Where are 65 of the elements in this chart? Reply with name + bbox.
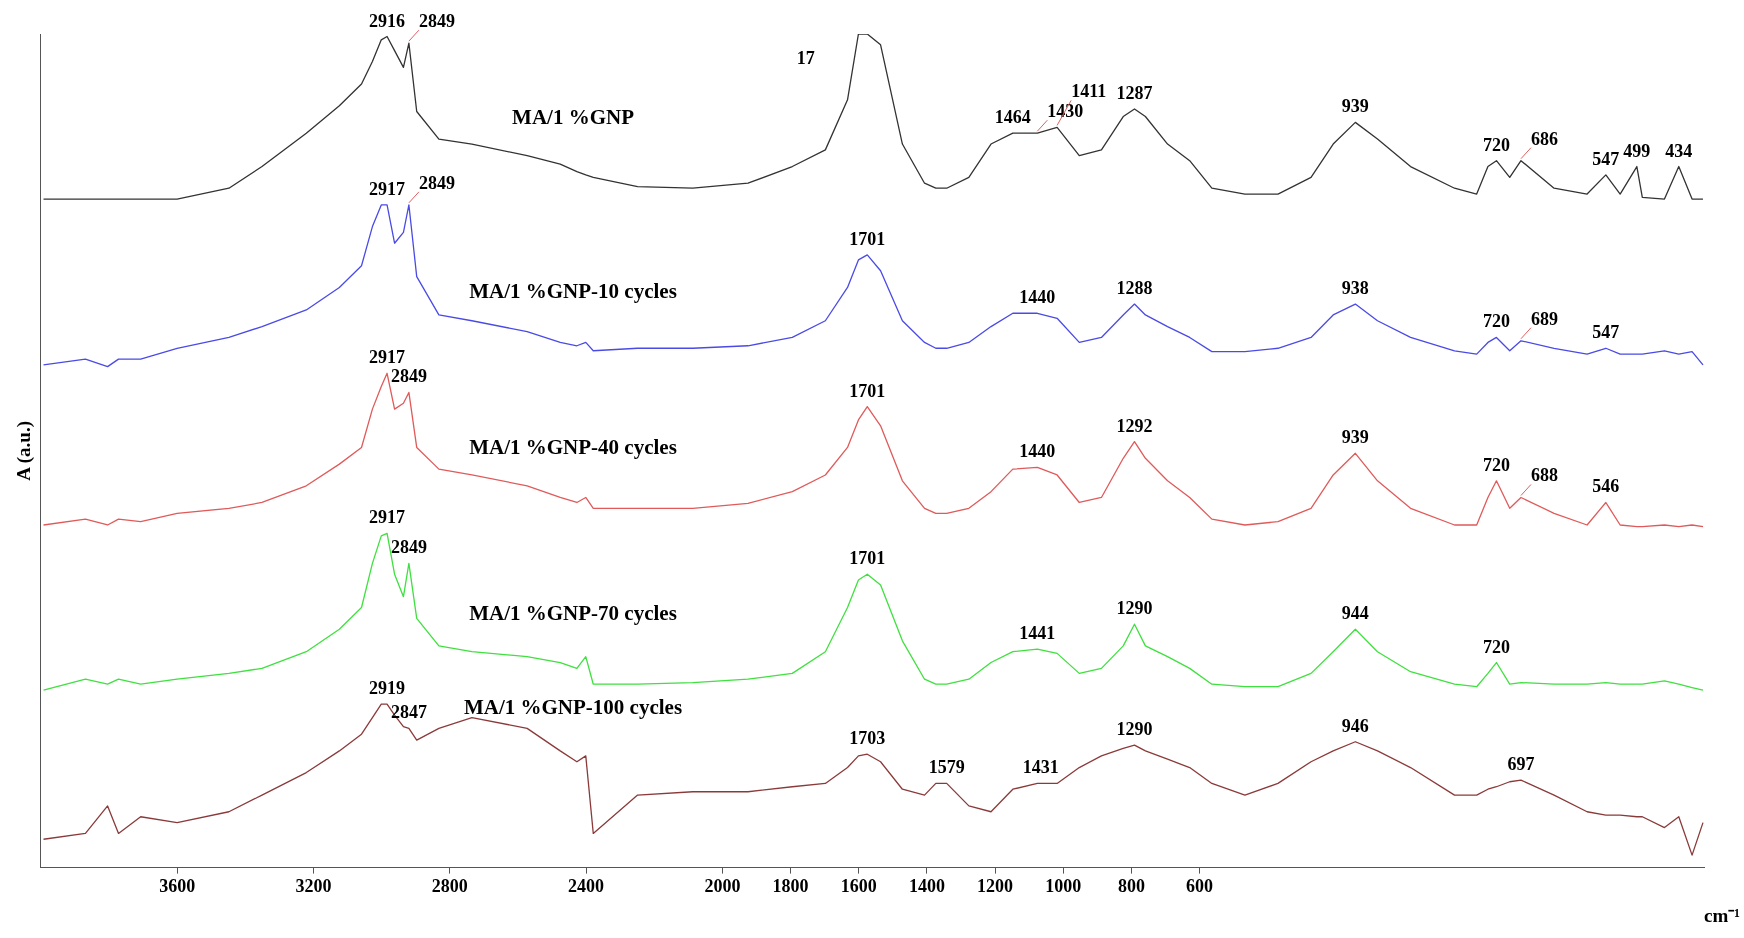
annotation: 1431 <box>1022 757 1059 778</box>
annotation: 1440 <box>1019 441 1056 462</box>
annotation: 1288 <box>1116 278 1153 299</box>
annotation: 686 <box>1530 128 1558 149</box>
x-tick-label: 2000 <box>704 876 741 897</box>
series-label: MA/1 %GNP-100 cycles <box>463 694 683 719</box>
x-tick-label: 1600 <box>840 876 877 897</box>
annotation: 1290 <box>1116 719 1153 740</box>
annotation: 720 <box>1482 134 1510 155</box>
annotation: 946 <box>1341 715 1369 736</box>
annotation: 434 <box>1665 140 1693 161</box>
x-tick-label: 2800 <box>431 876 468 897</box>
y-axis-title: A (a.u.) <box>13 420 36 481</box>
annotation: 689 <box>1530 308 1558 329</box>
annotation: 2919 <box>369 678 406 699</box>
x-tick-label: 600 <box>1186 876 1214 897</box>
annotation: 1290 <box>1116 598 1153 619</box>
x-tick-label: 1200 <box>977 876 1014 897</box>
x-tick-label: 800 <box>1117 876 1145 897</box>
annotation: 1701 <box>849 380 886 401</box>
annotation: 2849 <box>418 172 455 193</box>
annotation: 546 <box>1592 476 1620 497</box>
annotation: 720 <box>1482 636 1510 657</box>
x-tick-label: 3200 <box>295 876 332 897</box>
annotation: 547 <box>1592 148 1620 169</box>
annotation: 2917 <box>369 347 406 368</box>
x-tick-label: 1800 <box>772 876 809 897</box>
annotation: 547 <box>1592 322 1620 343</box>
annotation: 720 <box>1482 454 1510 475</box>
annotation: 2917 <box>369 178 406 199</box>
annotation: 720 <box>1482 311 1510 332</box>
annotation: 1464 <box>994 107 1031 128</box>
x-tick-label: 3600 <box>159 876 196 897</box>
annotation: 939 <box>1341 96 1369 117</box>
annotation: 944 <box>1341 603 1369 624</box>
annotation: 697 <box>1507 754 1535 775</box>
x-tick-label: 1000 <box>1045 876 1082 897</box>
annotation: 2916 <box>369 10 406 31</box>
annotation: 1287 <box>1116 83 1153 104</box>
x-tick-label: 2400 <box>568 876 605 897</box>
annotation: 939 <box>1341 427 1369 448</box>
series-label: MA/1 %GNP-40 cycles <box>469 435 677 460</box>
x-tick-label: 1400 <box>908 876 945 897</box>
x-axis-title: cm⁻¹ <box>1704 904 1740 926</box>
annotation: 17 <box>796 48 815 68</box>
annotation: 1292 <box>1116 415 1153 436</box>
annotation: 1701 <box>849 548 886 569</box>
annotation: 1411 <box>1071 81 1107 102</box>
annotation: 1430 <box>1047 101 1084 122</box>
annotation: 2849 <box>390 537 427 558</box>
annotation: 1701 <box>849 228 886 249</box>
series-label: MA/1 %GNP-10 cycles <box>469 278 677 303</box>
annotation: 2849 <box>418 11 455 32</box>
annotation: 688 <box>1530 465 1558 486</box>
series-label: MA/1 %GNP <box>512 104 635 129</box>
annotation: 2849 <box>390 366 427 387</box>
annotation: 938 <box>1341 278 1369 299</box>
annotation: 1440 <box>1019 287 1056 308</box>
annotation: 1703 <box>849 728 886 749</box>
annotation: 2847 <box>390 702 427 723</box>
annotation: 499 <box>1623 140 1651 161</box>
series-label: MA/1 %GNP-70 cycles <box>469 601 677 626</box>
annotation: 2917 <box>369 507 406 528</box>
annotation: 1441 <box>1019 623 1056 644</box>
annotation: 1579 <box>928 757 965 778</box>
